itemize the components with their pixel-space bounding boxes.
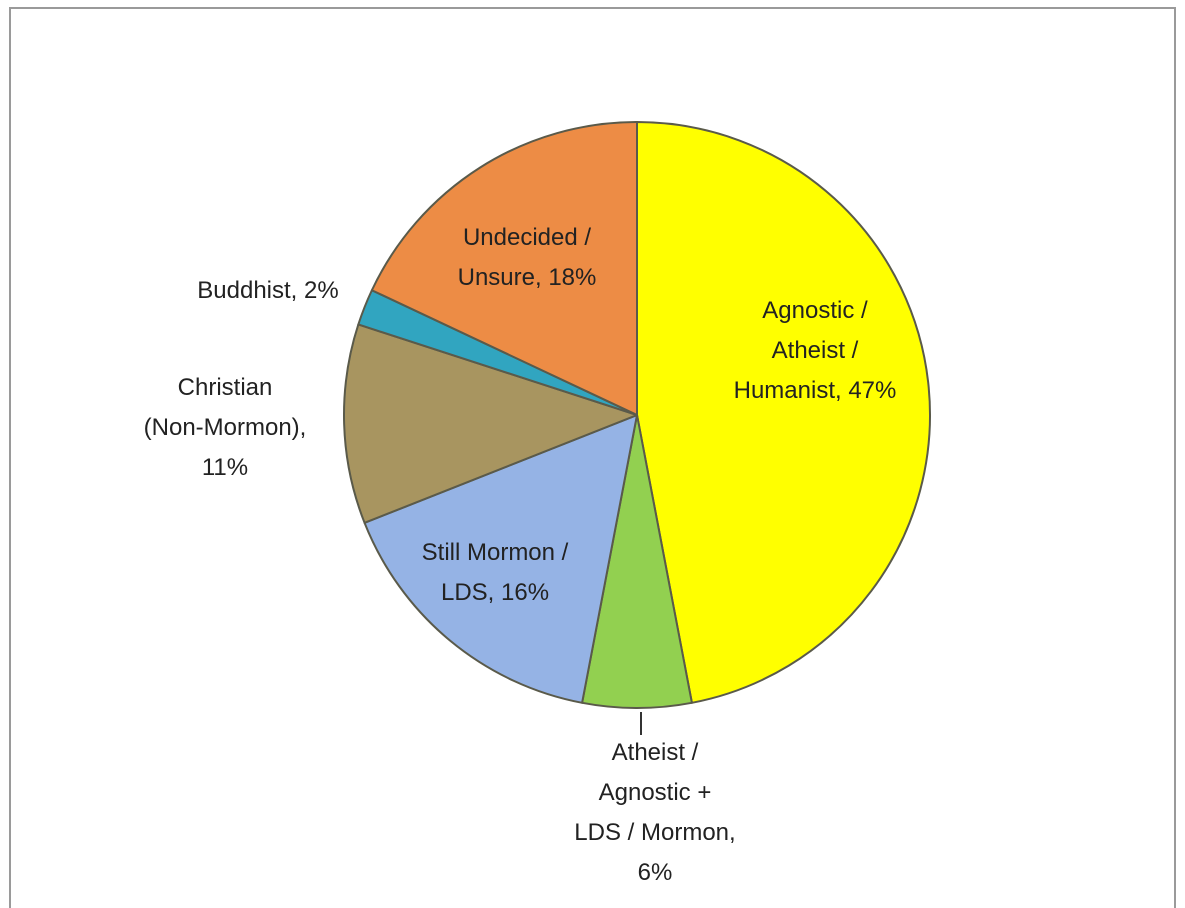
pie-slice bbox=[636, 121, 931, 704]
data-label-line: Humanist, 47% bbox=[734, 377, 897, 404]
data-label: Christian (Non-Mormon), 11% bbox=[144, 374, 307, 481]
data-label-line: 11% bbox=[202, 454, 248, 481]
data-label: Buddhist, 2% bbox=[197, 277, 338, 304]
pie-slice bbox=[343, 323, 638, 524]
data-label-line: 6% bbox=[638, 859, 673, 886]
data-label-line: Christian bbox=[178, 374, 273, 401]
data-label-line: Unsure, 18% bbox=[458, 264, 597, 291]
data-label: Undecided / Unsure, 18% bbox=[458, 224, 597, 291]
data-label-line: Agnostic / bbox=[762, 297, 868, 324]
pie-slice bbox=[363, 414, 638, 704]
data-label-line: Atheist / bbox=[612, 739, 699, 766]
data-label-line: (Non-Mormon), bbox=[144, 414, 307, 441]
data-label: Still Mormon / LDS, 16% bbox=[422, 539, 569, 606]
data-label: Atheist / Agnostic + LDS / Mormon, 6% bbox=[574, 739, 735, 886]
data-label-line: LDS / Mormon, bbox=[574, 819, 735, 846]
data-label-line: LDS, 16% bbox=[441, 579, 549, 606]
data-label: Agnostic / Atheist / Humanist, 47% bbox=[734, 297, 897, 404]
data-label-line: Buddhist, 2% bbox=[197, 277, 338, 304]
data-label-line: Undecided / bbox=[463, 224, 591, 251]
data-label-line: Agnostic + bbox=[599, 779, 712, 806]
data-label-line: Atheist / bbox=[772, 337, 859, 364]
data-label-line: Still Mormon / bbox=[422, 539, 569, 566]
pie-slice bbox=[370, 121, 638, 416]
